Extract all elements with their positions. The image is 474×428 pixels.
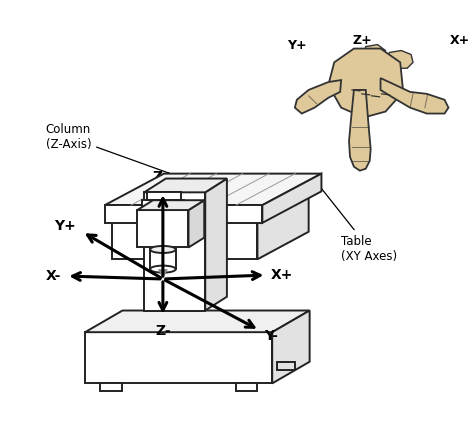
Polygon shape	[364, 45, 385, 58]
Polygon shape	[189, 200, 204, 247]
Text: Z+: Z+	[152, 170, 174, 184]
Polygon shape	[112, 222, 257, 259]
Polygon shape	[105, 205, 262, 223]
Polygon shape	[328, 48, 403, 118]
Polygon shape	[105, 174, 321, 205]
Polygon shape	[272, 310, 310, 383]
Polygon shape	[205, 178, 227, 310]
Text: Y+: Y+	[287, 39, 307, 52]
Polygon shape	[100, 383, 121, 391]
Text: X-: X-	[46, 269, 62, 283]
Ellipse shape	[150, 266, 176, 273]
Polygon shape	[381, 78, 448, 113]
Polygon shape	[144, 192, 205, 310]
Polygon shape	[144, 178, 227, 192]
Text: Z+: Z+	[353, 34, 373, 47]
Text: Y-: Y-	[264, 329, 278, 343]
Polygon shape	[257, 194, 309, 259]
Text: X+: X+	[449, 34, 470, 47]
Polygon shape	[158, 269, 168, 279]
Polygon shape	[385, 51, 413, 68]
Text: Table
(XY Axes): Table (XY Axes)	[315, 181, 397, 263]
Polygon shape	[112, 194, 309, 222]
Polygon shape	[262, 174, 321, 223]
Polygon shape	[277, 362, 295, 370]
Text: Y+: Y+	[55, 219, 76, 233]
Ellipse shape	[150, 246, 176, 253]
Polygon shape	[137, 210, 189, 247]
Bar	[150, 250, 176, 269]
Polygon shape	[142, 200, 183, 210]
Text: Z-: Z-	[155, 324, 171, 338]
Text: X+: X+	[271, 268, 293, 282]
Text: Column
(Z-Axis): Column (Z-Axis)	[46, 123, 176, 175]
Polygon shape	[349, 90, 371, 171]
Polygon shape	[147, 192, 181, 200]
Polygon shape	[137, 200, 204, 210]
Polygon shape	[85, 332, 272, 383]
Polygon shape	[236, 383, 257, 391]
Polygon shape	[295, 80, 341, 113]
Polygon shape	[85, 310, 310, 332]
